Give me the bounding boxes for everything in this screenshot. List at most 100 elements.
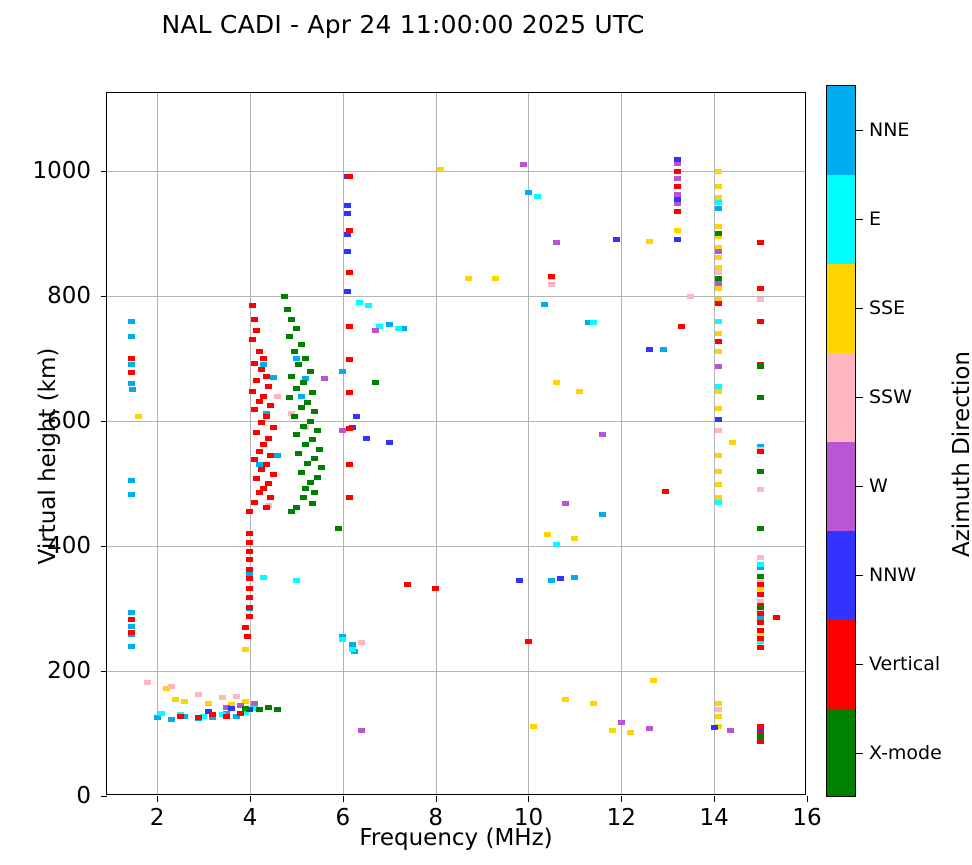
data-point-vertical	[246, 567, 254, 573]
data-point-vertical	[128, 617, 136, 623]
data-point-x-mode	[265, 704, 273, 710]
data-point-nne	[757, 443, 765, 449]
data-point-sse	[162, 686, 170, 692]
data-point-sse	[492, 276, 500, 282]
data-point-sse	[608, 727, 616, 733]
colorbar-segment-sse	[827, 264, 855, 353]
data-point-vertical	[244, 634, 252, 640]
gridline-vertical	[528, 93, 530, 794]
data-point-ssw	[715, 427, 723, 433]
data-point-sse	[715, 348, 723, 354]
data-point-nne	[757, 615, 765, 621]
data-point-vertical	[209, 712, 217, 718]
data-point-nne	[548, 577, 556, 583]
data-point-sse	[627, 729, 635, 735]
data-point-vertical	[258, 467, 266, 473]
data-point-nnw	[204, 709, 212, 715]
x-axis-title: Frequency (MHz)	[359, 825, 553, 851]
data-point-nnw	[515, 577, 523, 583]
data-point-x-mode	[757, 573, 765, 579]
data-point-nne	[599, 512, 607, 518]
data-point-e	[757, 638, 765, 644]
x-tick-label: 6	[335, 805, 351, 831]
data-point-nne	[128, 477, 136, 483]
data-point-vertical	[757, 644, 765, 650]
data-point-x-mode	[292, 432, 300, 438]
y-tick-label: 800	[47, 283, 91, 310]
data-point-x-mode	[715, 231, 723, 237]
data-point-x-mode	[304, 461, 312, 467]
data-point-sse	[715, 468, 723, 474]
data-point-x-mode	[292, 386, 300, 392]
data-point-vertical	[757, 286, 765, 292]
colorbar-label-ssw: SSW	[869, 385, 912, 408]
data-point-x-mode	[304, 399, 312, 405]
data-point-sse	[715, 244, 723, 250]
data-point-vertical	[246, 594, 254, 600]
data-point-nne	[269, 374, 277, 380]
data-point-vertical	[673, 184, 681, 190]
data-point-x-mode	[757, 604, 765, 610]
colorbar-segment-nne	[827, 86, 855, 175]
data-point-vertical	[260, 356, 268, 362]
y-tick	[101, 671, 107, 673]
data-point-vertical	[246, 576, 254, 582]
data-point-ssw	[357, 640, 365, 646]
data-point-nnw	[673, 237, 681, 243]
x-tick-label: 8	[428, 805, 443, 831]
y-tick	[101, 546, 107, 548]
y-axis-title: Virtual height (km)	[35, 347, 61, 565]
data-point-sse	[715, 331, 723, 337]
data-point-sse	[757, 587, 765, 593]
data-point-e	[339, 637, 347, 643]
data-point-w	[357, 727, 365, 733]
data-point-nne	[128, 362, 136, 368]
colorbar-label-sse: SSE	[869, 296, 906, 319]
data-point-vertical	[757, 627, 765, 633]
y-tick-label: 0	[76, 783, 91, 809]
data-point-sse	[543, 532, 551, 538]
data-point-ssw	[715, 707, 723, 713]
data-point-nnw	[710, 724, 718, 730]
data-point-x-mode	[306, 479, 314, 485]
data-point-nne	[339, 368, 347, 374]
colorbar-segment-x-mode	[827, 709, 855, 796]
data-point-vertical	[757, 636, 765, 642]
x-tick	[528, 796, 530, 802]
data-point-w	[339, 427, 347, 433]
colorbar-label-x-mode: X-mode	[869, 741, 942, 764]
colorbar-tick	[856, 129, 863, 131]
data-point-vertical	[237, 711, 245, 716]
data-point-ssw	[715, 269, 723, 275]
data-point-nne	[524, 190, 532, 196]
data-point-vertical	[246, 613, 254, 619]
data-point-e	[218, 712, 226, 718]
data-point-x-mode	[290, 413, 298, 419]
colorbar-tick	[856, 574, 863, 576]
data-point-sse	[241, 646, 249, 652]
data-point-x-mode	[255, 707, 263, 713]
x-tick	[157, 796, 159, 802]
data-point-w	[223, 704, 231, 710]
gridline-vertical	[249, 93, 251, 794]
data-point-x-mode	[757, 734, 765, 740]
data-point-vertical	[757, 582, 765, 588]
data-point-x-mode	[311, 490, 319, 496]
data-point-vertical	[265, 384, 273, 390]
data-point-e	[364, 302, 372, 308]
data-point-nnw	[343, 232, 351, 238]
data-point-nne	[348, 641, 356, 647]
data-point-vertical	[223, 713, 231, 719]
data-point-e	[241, 709, 249, 715]
gridline-horizontal	[107, 671, 805, 673]
data-point-ssw	[757, 296, 765, 302]
data-point-x-mode	[309, 501, 317, 507]
gridline-vertical	[621, 93, 623, 794]
data-point-vertical	[524, 638, 532, 644]
data-point-x-mode	[302, 442, 310, 448]
data-point-w	[320, 376, 328, 382]
data-point-x-mode	[757, 363, 765, 369]
data-point-vertical	[346, 390, 354, 396]
data-point-vertical	[128, 629, 136, 635]
data-point-w	[251, 701, 259, 707]
